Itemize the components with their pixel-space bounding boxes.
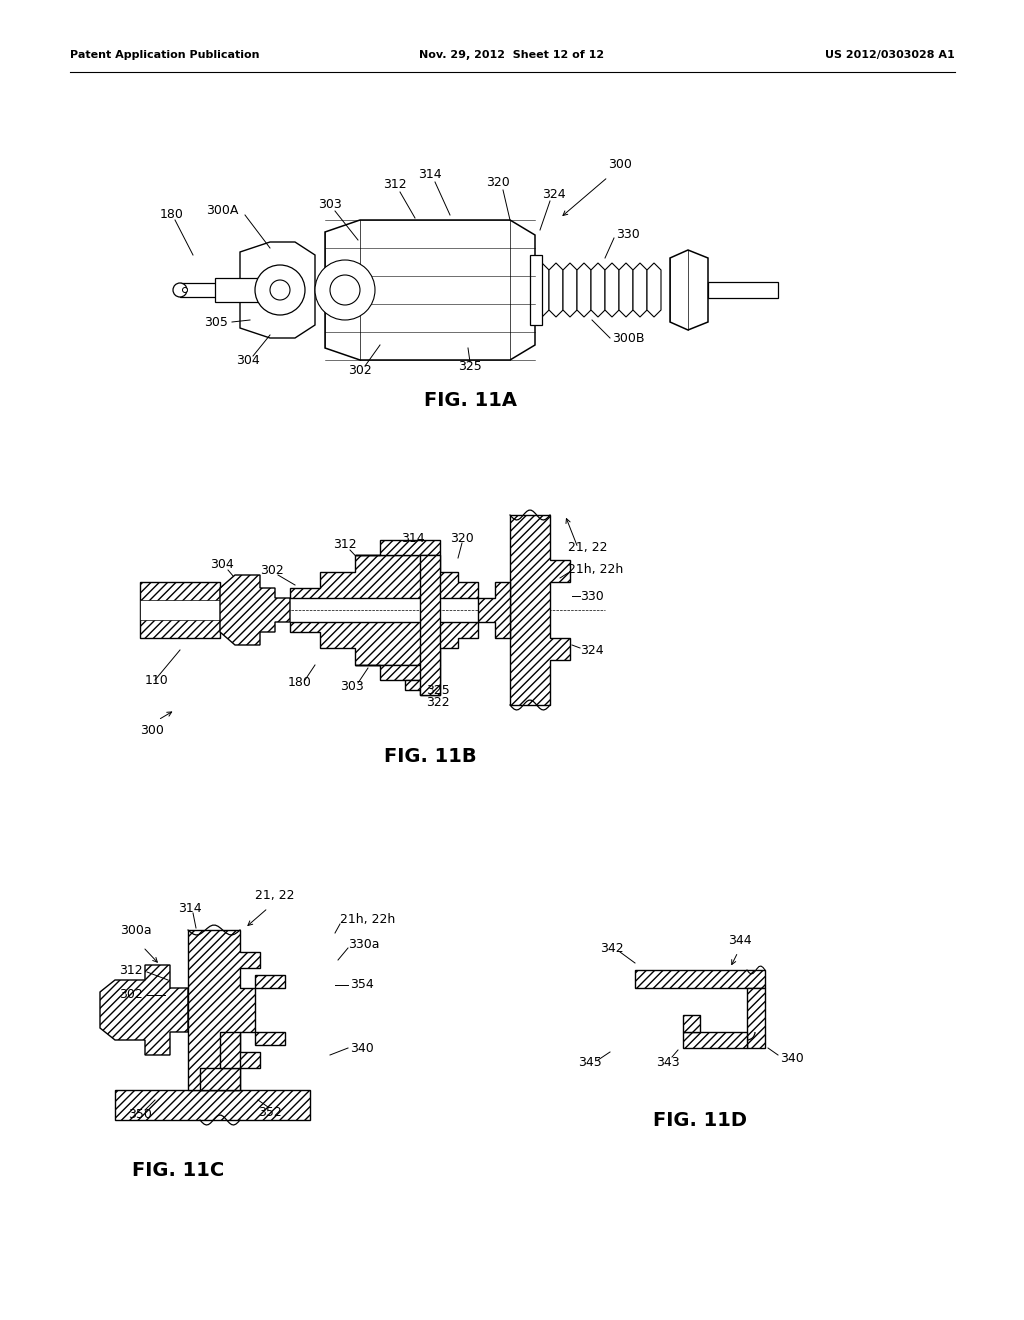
- Text: 300a: 300a: [120, 924, 152, 936]
- Text: 312: 312: [120, 964, 143, 977]
- Circle shape: [270, 280, 290, 300]
- Text: FIG. 11C: FIG. 11C: [132, 1160, 224, 1180]
- Polygon shape: [355, 540, 440, 554]
- Bar: [215, 279, 280, 302]
- Text: 303: 303: [340, 680, 364, 693]
- Circle shape: [255, 265, 305, 315]
- Polygon shape: [635, 970, 765, 987]
- Text: 180: 180: [160, 209, 184, 222]
- Text: 312: 312: [333, 539, 356, 552]
- Polygon shape: [290, 622, 478, 665]
- Text: 322: 322: [426, 697, 450, 710]
- Polygon shape: [355, 665, 440, 680]
- Text: 314: 314: [401, 532, 425, 544]
- Text: 302: 302: [348, 363, 372, 376]
- Polygon shape: [633, 263, 647, 317]
- Polygon shape: [647, 263, 662, 317]
- Polygon shape: [746, 987, 765, 1048]
- Text: 21h, 22h: 21h, 22h: [340, 913, 395, 927]
- Polygon shape: [670, 249, 708, 330]
- Polygon shape: [549, 263, 563, 317]
- Text: 21h, 22h: 21h, 22h: [568, 564, 624, 577]
- Polygon shape: [478, 582, 510, 638]
- Text: 320: 320: [451, 532, 474, 544]
- Circle shape: [315, 260, 375, 319]
- Polygon shape: [510, 515, 570, 705]
- Text: 324: 324: [542, 189, 566, 202]
- Bar: [708, 282, 778, 298]
- Text: 350: 350: [128, 1109, 152, 1122]
- Polygon shape: [240, 242, 315, 338]
- Polygon shape: [325, 220, 535, 360]
- Text: 354: 354: [350, 978, 374, 991]
- Polygon shape: [420, 554, 440, 696]
- Text: 352: 352: [258, 1106, 282, 1118]
- Polygon shape: [220, 576, 290, 645]
- Polygon shape: [535, 263, 549, 317]
- Text: 314: 314: [178, 902, 202, 915]
- Text: 343: 343: [656, 1056, 680, 1068]
- Text: 304: 304: [237, 354, 260, 367]
- Text: 330a: 330a: [348, 939, 380, 952]
- Polygon shape: [200, 1068, 240, 1090]
- Polygon shape: [605, 263, 618, 317]
- Circle shape: [182, 288, 187, 293]
- Text: 325: 325: [458, 360, 482, 374]
- Polygon shape: [683, 1015, 700, 1032]
- Text: 324: 324: [580, 644, 603, 656]
- Text: 340: 340: [350, 1041, 374, 1055]
- Text: 302: 302: [260, 564, 284, 577]
- Circle shape: [173, 282, 187, 297]
- Text: 305: 305: [204, 315, 228, 329]
- Text: Patent Application Publication: Patent Application Publication: [70, 50, 259, 59]
- Polygon shape: [683, 1032, 746, 1048]
- Text: 330: 330: [580, 590, 604, 602]
- Polygon shape: [591, 263, 605, 317]
- Polygon shape: [220, 1032, 240, 1068]
- Text: 303: 303: [318, 198, 342, 211]
- Text: 302: 302: [119, 989, 143, 1002]
- Polygon shape: [100, 965, 188, 1055]
- Text: US 2012/0303028 A1: US 2012/0303028 A1: [825, 50, 955, 59]
- Circle shape: [330, 275, 360, 305]
- Text: FIG. 11D: FIG. 11D: [653, 1110, 746, 1130]
- Text: 325: 325: [426, 684, 450, 697]
- Bar: [530, 255, 542, 325]
- Bar: [140, 601, 220, 620]
- Text: FIG. 11A: FIG. 11A: [424, 391, 516, 409]
- Text: 21, 22: 21, 22: [568, 541, 607, 554]
- Text: 312: 312: [383, 178, 407, 191]
- Polygon shape: [577, 263, 591, 317]
- Text: 110: 110: [145, 673, 169, 686]
- Polygon shape: [406, 680, 440, 696]
- Polygon shape: [255, 975, 285, 987]
- Text: FIG. 11B: FIG. 11B: [384, 747, 476, 766]
- Text: 300A: 300A: [206, 203, 238, 216]
- Polygon shape: [563, 263, 577, 317]
- Text: 300: 300: [140, 723, 164, 737]
- Polygon shape: [290, 554, 478, 598]
- Polygon shape: [140, 582, 234, 638]
- Bar: [180, 282, 300, 297]
- Text: 345: 345: [579, 1056, 602, 1068]
- Text: 344: 344: [728, 933, 752, 946]
- Text: 320: 320: [486, 177, 510, 190]
- Polygon shape: [188, 931, 260, 1090]
- Text: 300B: 300B: [612, 331, 644, 345]
- Text: 21, 22: 21, 22: [255, 888, 295, 902]
- Text: 330: 330: [616, 228, 640, 242]
- Text: Nov. 29, 2012  Sheet 12 of 12: Nov. 29, 2012 Sheet 12 of 12: [420, 50, 604, 59]
- Text: 304: 304: [210, 558, 233, 572]
- Polygon shape: [255, 1032, 285, 1045]
- Text: 342: 342: [600, 941, 624, 954]
- Text: 300: 300: [608, 158, 632, 172]
- Polygon shape: [618, 263, 633, 317]
- Polygon shape: [115, 1090, 310, 1119]
- Text: 340: 340: [780, 1052, 804, 1064]
- Text: 314: 314: [418, 169, 441, 181]
- Text: 180: 180: [288, 676, 312, 689]
